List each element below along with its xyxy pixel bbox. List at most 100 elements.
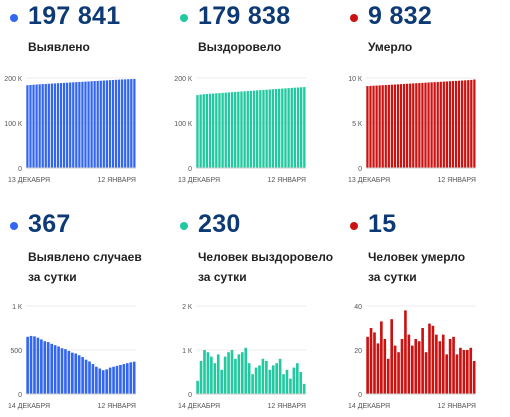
chart-bar	[60, 348, 64, 394]
y-tick-label: 0	[358, 392, 362, 399]
chart-bar	[196, 380, 199, 394]
chart-bar	[230, 350, 234, 394]
daily-recovered-chart[interactable]: 2 К 1 К 0 14 ДЕКАБРЯ 12 ЯНВАРЯ	[170, 298, 340, 416]
chart-bar	[254, 367, 258, 394]
chart-bar	[464, 80, 467, 168]
chart-bar	[246, 91, 249, 168]
chart-bar	[407, 334, 411, 394]
chart-bar	[247, 363, 251, 394]
chart-bar	[375, 85, 378, 168]
chart-bar	[445, 354, 448, 394]
x-tick-label-start: 14 ДЕКАБРЯ	[8, 403, 50, 410]
y-tick-label: 1 К	[182, 348, 193, 355]
chart-bar	[132, 361, 136, 394]
daily-deaths-chart[interactable]: 40 20 0 14 ДЕКАБРЯ 12 ЯНВАРЯ	[340, 298, 510, 416]
cases-chart[interactable]: 200 К 100 К 0 13 ДЕКАБРЯ 12 ЯНВАРЯ	[0, 70, 170, 190]
chart-bar	[465, 350, 469, 394]
chart-bar	[369, 328, 373, 394]
y-tick-label: 500	[10, 348, 22, 355]
y-tick-label: 200 К	[4, 76, 23, 83]
chart-bar	[303, 87, 306, 168]
deaths-dot-icon	[350, 14, 358, 22]
cases-total: 197 841	[28, 2, 121, 30]
chart-bar	[406, 83, 409, 168]
chart-bar	[50, 83, 53, 168]
chart-bar	[57, 346, 60, 394]
chart-bar	[396, 84, 400, 168]
chart-bar	[38, 84, 41, 168]
chart-bar	[274, 89, 278, 168]
chart-bar	[115, 365, 119, 394]
chart-bar	[461, 80, 464, 168]
daily-deaths-label-line1: Человек умерло	[368, 250, 466, 264]
chart-bar	[390, 84, 393, 168]
chart-bar	[129, 362, 133, 394]
y-tick-label: 1 К	[12, 304, 23, 311]
chart-bar	[448, 81, 452, 168]
chart-bar	[390, 319, 393, 394]
chart-bar	[117, 79, 121, 168]
y-tick-label: 0	[358, 166, 362, 173]
chart-bar	[271, 365, 275, 394]
chart-bar	[223, 356, 227, 394]
chart-bar	[278, 88, 281, 168]
y-tick-label: 100 К	[174, 121, 193, 128]
chart-bar	[268, 369, 272, 394]
chart-bar	[221, 92, 224, 168]
chart-bar	[262, 89, 265, 168]
daily-cases-chart[interactable]: 1 К 500 0 14 ДЕКАБРЯ 12 ЯНВАРЯ	[0, 298, 170, 416]
daily-cases-dot-icon	[10, 222, 18, 230]
cases-panel: 197 841 Выявлено 200 К 100 К 0 13 ДЕКАБРЯ 12…	[0, 0, 170, 200]
chart-bar	[87, 81, 90, 168]
y-tick-label: 20	[354, 348, 362, 355]
chart-bar	[431, 325, 435, 394]
chart-bar	[240, 91, 243, 168]
chart-bar	[111, 79, 115, 168]
cases-label: Выявлено	[28, 40, 90, 54]
chart-bar	[412, 83, 415, 168]
chart-bar	[402, 83, 406, 168]
chart-bar	[418, 83, 421, 168]
recovered-label: Выздоровело	[198, 40, 282, 54]
recovered-chart[interactable]: 200 К 100 К 0 13 ДЕКАБРЯ 12 ЯНВАРЯ	[170, 70, 340, 190]
chart-bar	[470, 79, 473, 168]
chart-bar	[295, 363, 299, 394]
chart-bar	[227, 92, 231, 168]
chart-bar	[43, 341, 47, 394]
chart-bar	[369, 85, 372, 168]
chart-bar	[203, 350, 206, 394]
chart-bar	[70, 352, 74, 394]
chart-bar	[234, 91, 237, 168]
chart-bar	[112, 366, 115, 394]
chart-bar	[202, 94, 205, 168]
chart-bar	[296, 87, 300, 168]
chart-bar	[462, 350, 466, 394]
daily-deaths-total: 15	[368, 210, 397, 238]
chart-bar	[424, 82, 427, 168]
chart-bar	[105, 369, 108, 394]
chart-bar	[417, 341, 421, 394]
recovered-panel: 179 838 Выздоровело 200 К 100 К 0 13 ДЕКАБР…	[170, 0, 340, 200]
chart-bar	[467, 80, 470, 168]
chart-bar	[252, 90, 256, 168]
chart-bar	[208, 93, 212, 168]
chart-bar	[98, 368, 102, 394]
chart-bar	[300, 87, 303, 168]
x-tick-label-start: 13 ДЕКАБРЯ	[178, 177, 220, 184]
chart-bar	[268, 89, 271, 168]
y-tick-label: 10 К	[348, 76, 363, 83]
chart-bar	[105, 80, 108, 168]
chart-bar	[284, 88, 287, 168]
y-tick-label: 0	[188, 392, 192, 399]
chart-bar	[36, 337, 40, 394]
recovered-total: 179 838	[198, 2, 291, 30]
deaths-chart[interactable]: 10 К 5 К 0 13 ДЕКАБРЯ 12 ЯНВАРЯ	[340, 70, 510, 190]
chart-bar	[122, 364, 126, 394]
chart-bar	[66, 82, 69, 168]
chart-bar	[424, 352, 428, 394]
chart-bar	[293, 87, 297, 168]
chart-bar	[29, 335, 33, 394]
chart-bar	[285, 369, 289, 394]
daily-cases-label-line2: за сутки	[28, 270, 77, 284]
daily-deaths-panel: 15 Человек умерло за сутки 40 20 0 14 ДЕКАБ…	[340, 208, 510, 417]
